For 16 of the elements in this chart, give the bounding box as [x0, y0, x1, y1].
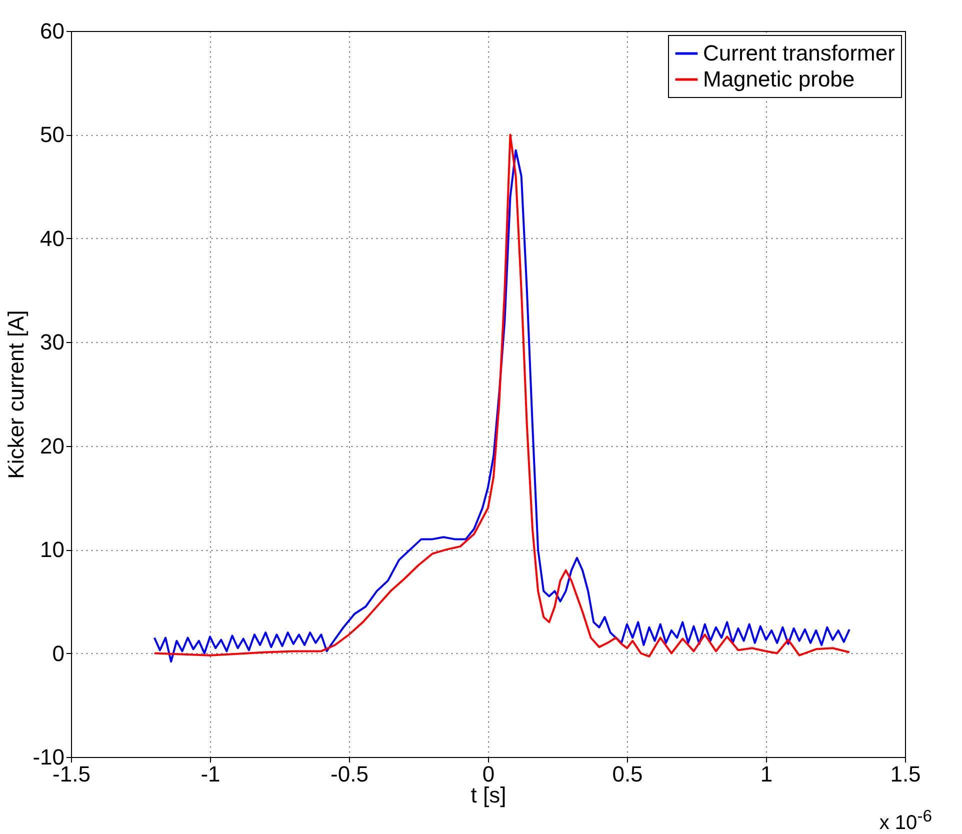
x-tick-label: -0.5 — [330, 762, 368, 786]
x-tick-label: 1 — [760, 762, 773, 786]
legend-label: Magnetic probe — [703, 66, 855, 92]
y-tick-label: 60 — [40, 18, 64, 44]
y-tick-label: 50 — [40, 122, 64, 148]
y-axis-title: Kicker current [A] — [4, 310, 29, 479]
x-tick-label: 0.5 — [612, 762, 643, 786]
y-tick-label: 40 — [40, 226, 64, 251]
legend-label: Current transformer — [703, 40, 895, 66]
y-tick-label: 10 — [40, 537, 64, 562]
y-tick-label: 30 — [40, 330, 64, 355]
x-tick-label: 1.5 — [890, 762, 921, 786]
y-tick-label: 20 — [40, 433, 64, 458]
text: x 10$^{-6}$ — [879, 806, 932, 834]
y-tick-label: 0 — [52, 640, 64, 666]
x-tick-label: -1 — [200, 762, 220, 786]
